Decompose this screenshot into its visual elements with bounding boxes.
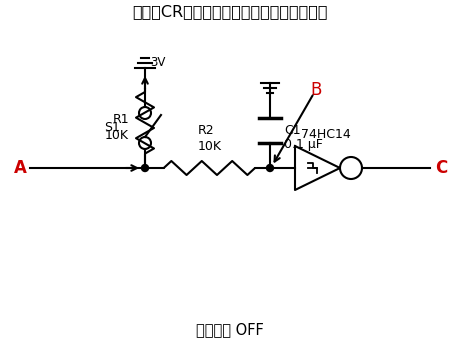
Text: C: C [434, 159, 446, 177]
Text: A: A [14, 159, 27, 177]
Text: R2
10K: R2 10K [197, 124, 221, 153]
Text: B: B [309, 81, 321, 99]
Text: 74HC14: 74HC14 [300, 128, 350, 141]
Circle shape [266, 164, 273, 171]
Text: 0.1 μF: 0.1 μF [283, 138, 322, 151]
Text: 図７　CRによるチャタリング防止実験回路: 図７ CRによるチャタリング防止実験回路 [132, 4, 327, 19]
Circle shape [141, 164, 148, 171]
Text: S1: S1 [104, 121, 120, 135]
Text: R1
10K: R1 10K [105, 113, 129, 142]
Text: C1: C1 [283, 124, 300, 137]
Text: 3V: 3V [150, 57, 165, 69]
Text: スイッチ OFF: スイッチ OFF [196, 323, 263, 338]
